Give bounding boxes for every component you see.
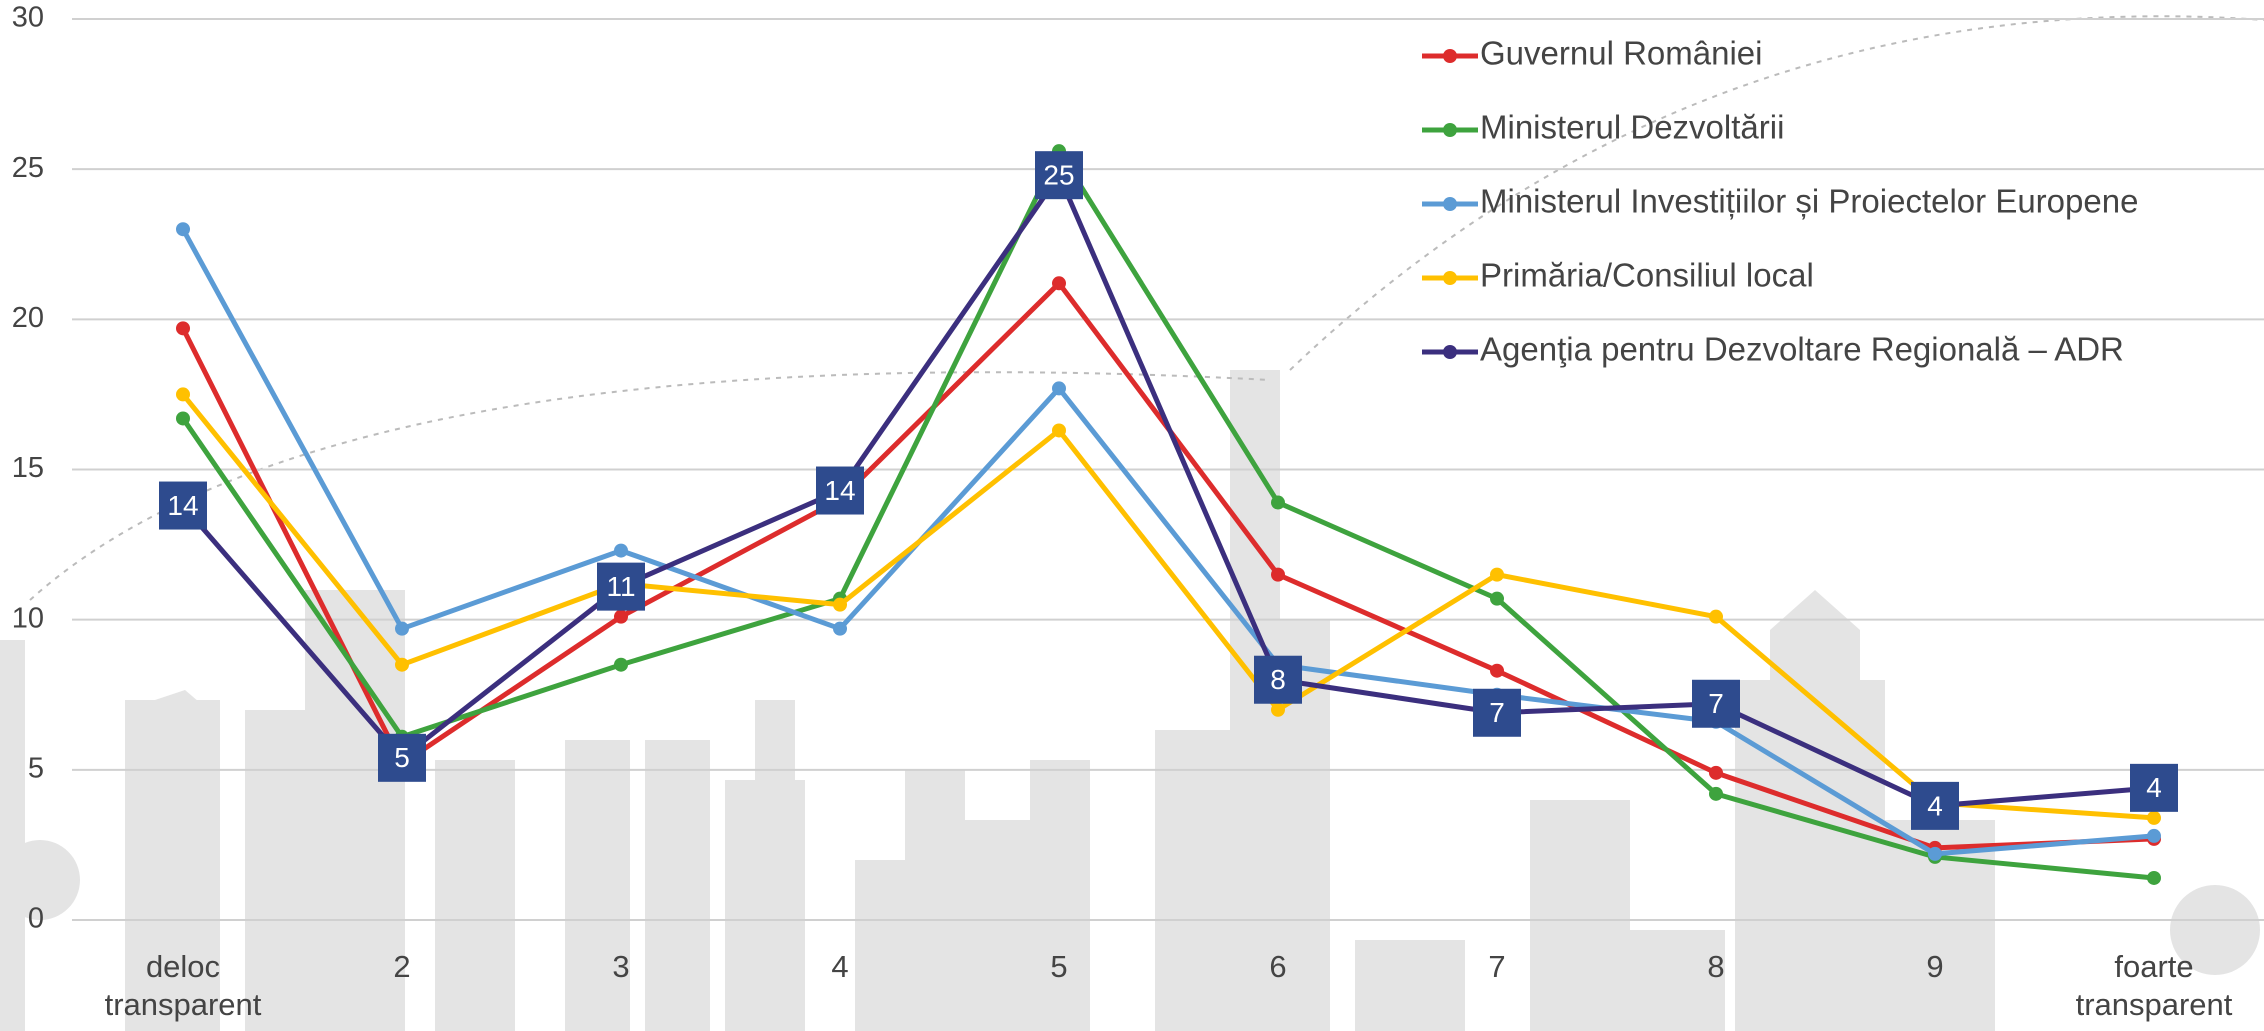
data-label: 11	[606, 571, 635, 602]
series-line	[181, 392, 2155, 821]
data-label-box	[378, 733, 426, 782]
data-label: 14	[824, 475, 855, 506]
data-point	[1490, 663, 1504, 678]
y-tick-label: 15	[12, 452, 44, 484]
y-tick-label: 0	[28, 903, 44, 935]
x-tick-label: foarte transparent	[2075, 949, 2233, 1022]
decor-arc	[29, 371, 1271, 601]
data-label: 14	[167, 490, 198, 521]
data-point	[176, 321, 190, 336]
legend-marker	[1443, 49, 1457, 63]
series-line	[180, 228, 2155, 857]
x-tick-label: 4	[831, 949, 849, 984]
data-label-box	[1911, 781, 1959, 830]
data-point	[614, 543, 628, 558]
data-label: 8	[1270, 664, 1286, 695]
legend-marker	[1443, 197, 1457, 211]
data-label-box	[2130, 763, 2178, 812]
data-label-box	[1035, 151, 1083, 200]
data-point	[2147, 810, 2161, 825]
y-tick-label: 20	[12, 302, 44, 334]
data-label-box	[1254, 655, 1302, 704]
y-tick-label: 30	[12, 2, 44, 34]
data-point	[614, 609, 628, 624]
x-tick-label: 6	[1269, 949, 1287, 984]
data-point	[1490, 567, 1504, 582]
data-point	[1709, 765, 1723, 780]
data-point	[614, 657, 628, 672]
legend-marker	[1443, 123, 1457, 137]
x-tick-label: 2	[393, 949, 411, 984]
series-line	[181, 172, 2155, 809]
data-label: 4	[1927, 790, 1943, 821]
data-label: 5	[394, 742, 410, 773]
legend-label: Guvernul României	[1480, 35, 1762, 72]
legend-marker	[1443, 271, 1457, 285]
series-line	[180, 148, 2155, 881]
legend-label: Ministerul Dezvoltării	[1480, 109, 1784, 146]
data-label-box	[159, 481, 207, 530]
data-point	[833, 597, 847, 612]
data-label: 7	[1708, 688, 1724, 719]
x-tick-label: 9	[1926, 949, 1944, 984]
data-point	[395, 657, 409, 672]
data-point	[176, 387, 190, 402]
y-tick-label: 5	[28, 752, 44, 784]
data-point	[1709, 786, 1723, 801]
data-point	[395, 621, 409, 636]
x-tick-label: 8	[1707, 949, 1725, 984]
data-label-box	[597, 562, 645, 611]
data-label-box	[1473, 688, 1521, 737]
decor-arc	[1289, 15, 2264, 371]
x-tick-label: 3	[612, 949, 630, 984]
data-point	[1271, 702, 1285, 717]
data-point	[2147, 828, 2161, 843]
legend-label: Ministerul Investițiilor și Proiectelor …	[1480, 183, 2138, 220]
data-point	[833, 621, 847, 636]
data-point	[2147, 870, 2161, 885]
y-tick-label: 25	[12, 152, 44, 184]
data-point	[176, 222, 190, 237]
data-point	[1052, 381, 1066, 396]
x-tick-label: 7	[1488, 949, 1506, 984]
legend-marker	[1443, 345, 1457, 359]
data-point	[1271, 567, 1285, 582]
data-point	[1490, 591, 1504, 606]
data-point	[1928, 846, 1942, 861]
data-point	[1052, 276, 1066, 291]
data-point	[1709, 609, 1723, 624]
data-label: 7	[1489, 697, 1505, 728]
data-label-box	[1692, 679, 1740, 728]
legend-label: Primăria/Consiliul local	[1480, 257, 1814, 294]
data-point	[176, 411, 190, 426]
x-tick-label: deloc transparent	[104, 949, 262, 1022]
data-label-box	[816, 466, 864, 515]
x-tick-label: 5	[1050, 949, 1068, 984]
data-point	[1052, 423, 1066, 438]
legend-label: Agenţia pentru Dezvoltare Regională – AD…	[1480, 331, 2124, 368]
data-label: 25	[1043, 160, 1074, 191]
y-tick-label: 10	[12, 602, 44, 634]
data-point	[1271, 495, 1285, 510]
data-label: 4	[2146, 772, 2162, 803]
